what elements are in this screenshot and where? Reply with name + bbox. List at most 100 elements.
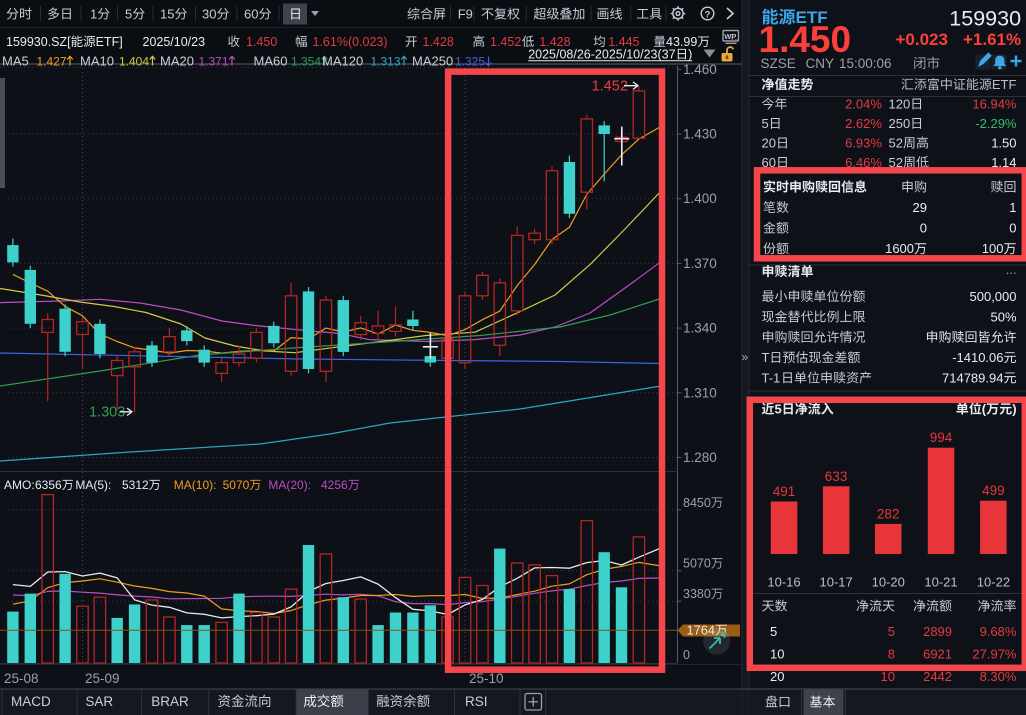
svg-text:2025/08/26-2025/10/23(37: 2025/08/26-2025/10/23(37 <box>528 48 675 62</box>
svg-text:1.452: 1.452 <box>490 35 521 49</box>
svg-text:6921: 6921 <box>923 647 952 662</box>
svg-text:1.450: 1.450 <box>759 19 852 60</box>
svg-text:1.404: 1.404 <box>119 55 149 69</box>
svg-text:4256: 4256 <box>321 478 348 492</box>
svg-text:MA20: MA20 <box>160 54 194 69</box>
svg-text:T: T <box>762 350 770 365</box>
svg-text:10-21: 10-21 <box>924 575 957 590</box>
svg-text:27.97%: 27.97% <box>972 647 1017 662</box>
svg-text:RSI: RSI <box>465 694 488 709</box>
svg-text:+1.61%: +1.61% <box>963 30 1021 49</box>
svg-text:10: 10 <box>770 647 784 662</box>
svg-text:499: 499 <box>982 483 1005 498</box>
svg-text:714789.94: 714789.94 <box>942 370 1003 385</box>
svg-text:25-10: 25-10 <box>469 671 504 686</box>
svg-text:5070: 5070 <box>223 478 250 492</box>
svg-text:1.310: 1.310 <box>683 385 717 400</box>
svg-text:?: ? <box>705 10 711 21</box>
svg-text:1.14: 1.14 <box>991 155 1016 170</box>
svg-text:8450: 8450 <box>683 496 711 510</box>
svg-text:16.94%: 16.94% <box>972 97 1017 112</box>
svg-text:8: 8 <box>888 647 895 662</box>
svg-text:MA5: MA5 <box>2 54 29 69</box>
svg-text:5: 5 <box>125 7 132 22</box>
svg-text:15:00:06: 15:00:06 <box>839 56 892 71</box>
svg-text:5070: 5070 <box>683 557 711 571</box>
svg-text:1.450: 1.450 <box>246 35 277 49</box>
svg-text:6356: 6356 <box>35 478 62 492</box>
svg-text:1.430: 1.430 <box>683 127 717 142</box>
svg-text:50%: 50% <box>991 309 1017 324</box>
svg-text:ETF: ETF <box>796 8 828 27</box>
svg-text:2.62%: 2.62% <box>845 116 882 131</box>
svg-text:1.354: 1.354 <box>291 55 321 69</box>
svg-text:10-22: 10-22 <box>977 575 1010 590</box>
svg-text:10-17: 10-17 <box>820 575 853 590</box>
svg-text:1.371: 1.371 <box>199 55 229 69</box>
svg-text:491: 491 <box>773 484 796 499</box>
svg-text:5: 5 <box>770 624 777 639</box>
svg-text:T-1: T-1 <box>762 370 781 385</box>
svg-text:100: 100 <box>982 241 1004 256</box>
svg-text:60: 60 <box>762 155 776 170</box>
svg-text:52: 52 <box>889 136 903 151</box>
svg-text:1.445: 1.445 <box>608 35 639 49</box>
svg-text:10-20: 10-20 <box>872 575 905 590</box>
svg-text:9.68%: 9.68% <box>980 624 1017 639</box>
svg-text:0: 0 <box>683 648 690 662</box>
svg-text:3380: 3380 <box>683 587 711 601</box>
svg-text:15: 15 <box>160 7 174 22</box>
svg-text:1.340: 1.340 <box>683 321 717 336</box>
svg-text:25-09: 25-09 <box>85 671 120 686</box>
svg-text:1.428: 1.428 <box>539 35 570 49</box>
svg-text:0: 0 <box>1009 221 1016 236</box>
svg-text:1.303: 1.303 <box>89 404 125 420</box>
svg-text:10: 10 <box>881 669 895 684</box>
svg-text:2442: 2442 <box>923 669 952 684</box>
svg-text:0: 0 <box>920 221 927 236</box>
svg-text:1.61%(0.023): 1.61%(0.023) <box>313 35 388 49</box>
svg-text:6.93%: 6.93% <box>845 136 882 151</box>
svg-text:60: 60 <box>244 7 258 22</box>
svg-text:6.46%: 6.46% <box>845 155 882 170</box>
svg-text:5: 5 <box>888 624 895 639</box>
svg-text:MA250: MA250 <box>412 54 453 69</box>
svg-text:...: ... <box>1006 262 1017 277</box>
svg-text:282: 282 <box>877 506 900 521</box>
svg-text:BRAR: BRAR <box>151 694 189 709</box>
svg-text:SAR: SAR <box>85 694 113 709</box>
svg-text:SZSE: SZSE <box>761 56 796 71</box>
svg-text:ETF]: ETF] <box>96 35 123 49</box>
svg-text:25-08: 25-08 <box>4 671 39 686</box>
svg-text:1.50: 1.50 <box>991 136 1016 151</box>
svg-text:2899: 2899 <box>923 624 952 639</box>
svg-text:1: 1 <box>90 7 97 22</box>
svg-text:1: 1 <box>1009 200 1016 215</box>
svg-text:+0.023: +0.023 <box>896 30 948 49</box>
svg-text:F9: F9 <box>458 7 473 22</box>
svg-text:1.370: 1.370 <box>683 256 717 271</box>
svg-text:5: 5 <box>775 402 782 417</box>
svg-text:-1410.06: -1410.06 <box>952 350 1003 365</box>
svg-text:MA10: MA10 <box>80 54 114 69</box>
svg-text:-2.29%: -2.29% <box>975 116 1017 131</box>
svg-text:633: 633 <box>825 469 848 484</box>
svg-text:WP: WP <box>724 32 736 41</box>
svg-text:): ) <box>688 48 692 62</box>
svg-text:120: 120 <box>889 97 911 112</box>
svg-text:500,000: 500,000 <box>970 289 1017 304</box>
svg-text:MA(5):: MA(5): <box>75 478 111 492</box>
svg-text:10-16: 10-16 <box>767 575 800 590</box>
svg-text:»: » <box>742 350 749 364</box>
svg-text:(: ( <box>982 402 987 417</box>
svg-text:1.428: 1.428 <box>423 35 454 49</box>
svg-text:MA120: MA120 <box>322 54 363 69</box>
svg-text:CNY: CNY <box>806 56 835 71</box>
svg-text:MA(20):: MA(20): <box>268 478 311 492</box>
svg-text:1.325: 1.325 <box>455 55 485 69</box>
svg-text:250: 250 <box>889 116 911 131</box>
svg-text:5: 5 <box>762 116 769 131</box>
svg-text:43.99: 43.99 <box>666 35 697 49</box>
svg-text:1.460: 1.460 <box>683 62 717 77</box>
svg-text:): ) <box>1012 402 1016 417</box>
